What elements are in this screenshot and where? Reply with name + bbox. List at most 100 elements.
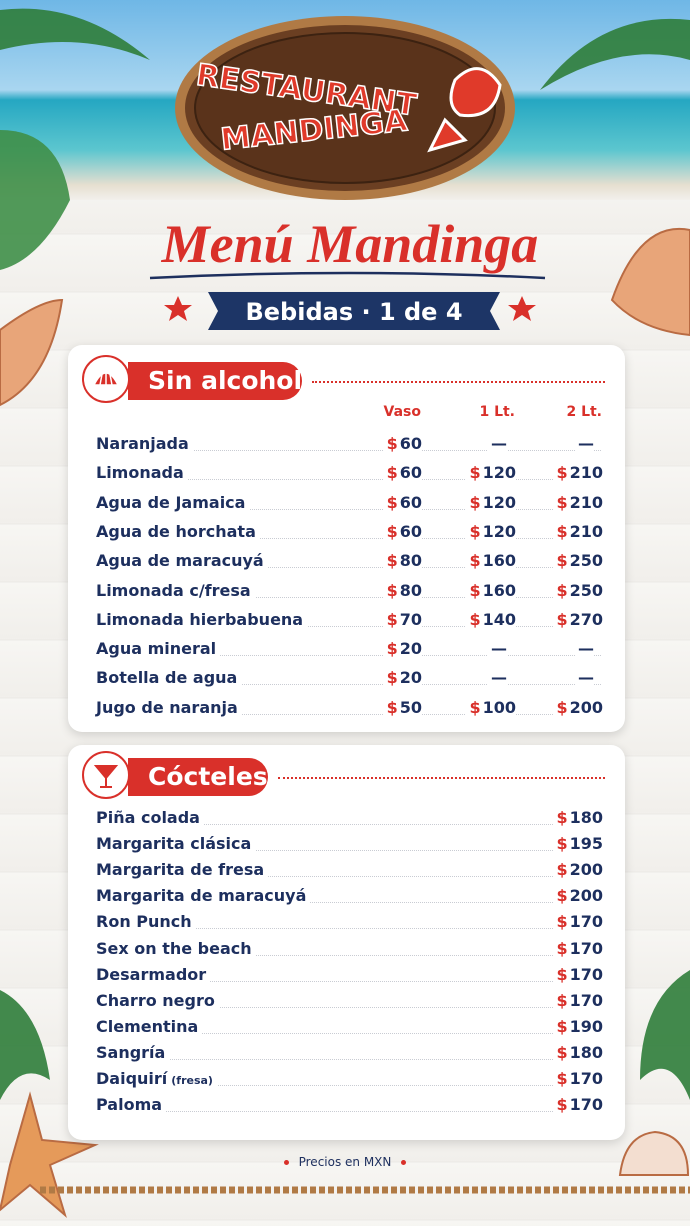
item-name: Piña colada	[96, 808, 200, 827]
currency: $	[386, 639, 398, 659]
leader	[96, 850, 601, 852]
currency: $	[556, 990, 568, 1010]
item-name: Sex on the beach	[96, 938, 252, 958]
no-price: —	[578, 668, 594, 688]
item: Agua de maracuyá	[96, 551, 268, 571]
amount: 180	[569, 808, 603, 827]
currency: $	[556, 938, 568, 958]
amount: 20	[399, 668, 422, 688]
price: $270	[553, 609, 603, 629]
price: $80	[383, 580, 422, 600]
no-price: —	[491, 668, 507, 688]
price: $160	[466, 580, 516, 600]
amount: 60	[399, 492, 422, 512]
currency: $	[469, 580, 481, 600]
amount: 200	[569, 697, 603, 717]
item-name: Margarita de fresa	[96, 860, 265, 880]
currency: $	[469, 697, 481, 717]
currency: $	[556, 551, 568, 571]
currency: $	[386, 434, 398, 453]
no-price: —	[491, 639, 507, 659]
amount: 250	[569, 551, 603, 571]
item: Margarita clásica	[96, 834, 256, 854]
currency: $	[386, 551, 398, 571]
no-price: —	[578, 639, 594, 659]
price: $170	[553, 912, 603, 932]
currency: $	[386, 609, 398, 629]
leader	[96, 508, 601, 510]
currency: $	[556, 492, 568, 512]
price: $250	[553, 580, 603, 600]
amount: 20	[399, 639, 422, 659]
item-name: Agua de horchata	[96, 521, 256, 541]
price: —	[488, 639, 507, 659]
item-name: Ron Punch	[96, 912, 192, 932]
item-name: Desarmador	[96, 964, 207, 984]
leader	[96, 596, 601, 598]
currency: $	[386, 580, 398, 600]
price: $80	[383, 551, 422, 571]
price: —	[488, 668, 507, 688]
leader	[96, 1085, 601, 1086]
amount: 190	[569, 1016, 603, 1036]
item: Naranjada	[96, 434, 193, 453]
bullet	[401, 1160, 407, 1165]
leader	[96, 537, 601, 539]
leader	[96, 479, 601, 481]
amount: 170	[569, 964, 603, 984]
currency: $	[469, 492, 481, 512]
dotted-rule	[312, 381, 605, 383]
price: $60	[383, 434, 422, 453]
price: $210	[553, 492, 603, 512]
item: Margarita de fresa	[96, 860, 269, 880]
price: $190	[553, 1016, 603, 1036]
item: Sangría	[96, 1042, 170, 1062]
currency: $	[556, 808, 568, 827]
amount: 100	[482, 697, 516, 717]
price: —	[575, 639, 594, 659]
amount: 80	[399, 551, 422, 571]
currency: $	[469, 521, 481, 541]
item-name: Margarita de maracuyá	[96, 886, 307, 906]
item-name: Agua mineral	[96, 639, 217, 659]
amount: 60	[399, 463, 422, 483]
currency: $	[469, 609, 481, 629]
item-name: Agua de maracuyá	[96, 551, 264, 571]
item-name: Agua de Jamaica	[96, 492, 246, 512]
item: Jugo de naranja	[96, 697, 242, 717]
amount: 200	[569, 860, 603, 880]
price: —	[488, 434, 507, 453]
amount: 170	[569, 912, 603, 932]
amount: 70	[399, 609, 422, 629]
price: $195	[553, 834, 603, 854]
item: Piña colada	[96, 808, 204, 827]
price: $120	[466, 492, 516, 512]
leader	[96, 625, 601, 627]
price: $250	[553, 551, 603, 571]
leader	[96, 1058, 601, 1060]
item: Charro negro	[96, 990, 219, 1010]
price: $100	[466, 697, 516, 717]
price: —	[575, 434, 594, 453]
column-header: 2 Lt.	[566, 404, 602, 420]
item: Agua de horchata	[96, 521, 260, 541]
item: Sex on the beach	[96, 938, 256, 958]
no-price: —	[578, 434, 594, 453]
leader	[96, 450, 601, 451]
leader	[96, 902, 601, 904]
currency: $	[469, 463, 481, 483]
item-name: Paloma	[96, 1095, 163, 1115]
price: $140	[466, 609, 516, 629]
price: $20	[383, 668, 422, 688]
price: $60	[383, 492, 422, 512]
currency: $	[556, 521, 568, 541]
item: Daiquirí (fresa)	[96, 1069, 217, 1088]
dotted-rule	[277, 777, 605, 779]
leader	[96, 1006, 601, 1008]
item: Ron Punch	[96, 912, 196, 932]
item: Limonada	[96, 463, 188, 483]
price: $200	[553, 860, 603, 880]
item: Desarmador	[96, 964, 211, 984]
currency: $	[386, 521, 398, 541]
